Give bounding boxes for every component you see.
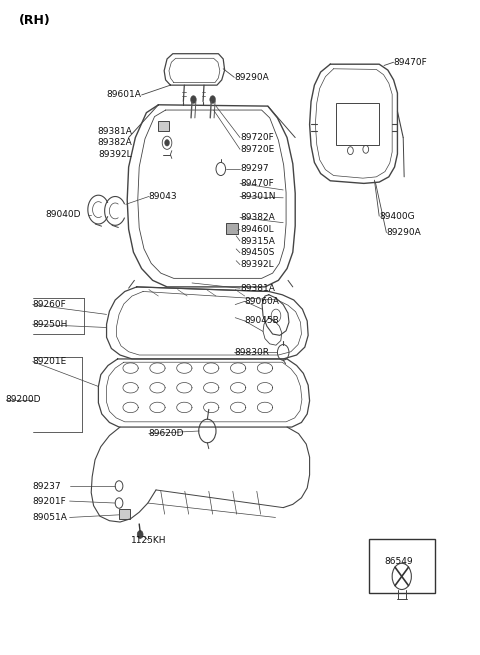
Text: 89297: 89297	[240, 164, 269, 174]
Text: 89043: 89043	[149, 192, 178, 201]
Text: 89040D: 89040D	[46, 210, 81, 219]
Text: 89382A: 89382A	[97, 138, 132, 147]
Text: 89260F: 89260F	[33, 300, 66, 309]
Text: 89392L: 89392L	[240, 260, 274, 269]
Text: 89450S: 89450S	[240, 248, 275, 257]
Circle shape	[165, 140, 169, 146]
Text: 89250H: 89250H	[33, 320, 68, 329]
Text: 89720E: 89720E	[240, 145, 274, 154]
Bar	[119, 509, 130, 519]
Text: 89392L: 89392L	[98, 150, 132, 159]
Bar	[158, 121, 169, 131]
Text: 89400G: 89400G	[379, 212, 415, 221]
Text: 89460L: 89460L	[240, 225, 274, 234]
Bar	[336, 103, 379, 145]
Text: 89382A: 89382A	[240, 213, 275, 222]
Bar	[226, 223, 238, 234]
Text: 89620D: 89620D	[149, 429, 184, 438]
Text: 89290A: 89290A	[386, 228, 421, 237]
Text: 89060A: 89060A	[245, 297, 280, 306]
Circle shape	[210, 96, 216, 103]
Text: 89470F: 89470F	[240, 179, 274, 188]
Text: 89830R: 89830R	[234, 348, 269, 357]
Text: 89201E: 89201E	[33, 357, 67, 366]
Text: 89720F: 89720F	[240, 133, 274, 142]
Text: 89200D: 89200D	[6, 395, 41, 404]
Text: 89051A: 89051A	[33, 513, 68, 522]
Text: 89201F: 89201F	[33, 496, 66, 506]
Text: 89381A: 89381A	[97, 126, 132, 136]
Text: 1125KH: 1125KH	[131, 536, 167, 545]
Circle shape	[137, 531, 143, 538]
Text: (RH): (RH)	[19, 14, 51, 28]
Text: 86549: 86549	[384, 557, 413, 566]
Text: 89601A: 89601A	[107, 90, 142, 100]
Text: 89381A: 89381A	[240, 284, 275, 293]
Bar	[369, 539, 435, 593]
Text: 89301N: 89301N	[240, 192, 276, 201]
Text: 89237: 89237	[33, 481, 61, 491]
Circle shape	[191, 96, 196, 103]
Text: 89470F: 89470F	[394, 58, 427, 67]
Text: 89045B: 89045B	[245, 316, 279, 326]
Text: 89315A: 89315A	[240, 236, 275, 246]
Text: 89290A: 89290A	[234, 73, 269, 82]
